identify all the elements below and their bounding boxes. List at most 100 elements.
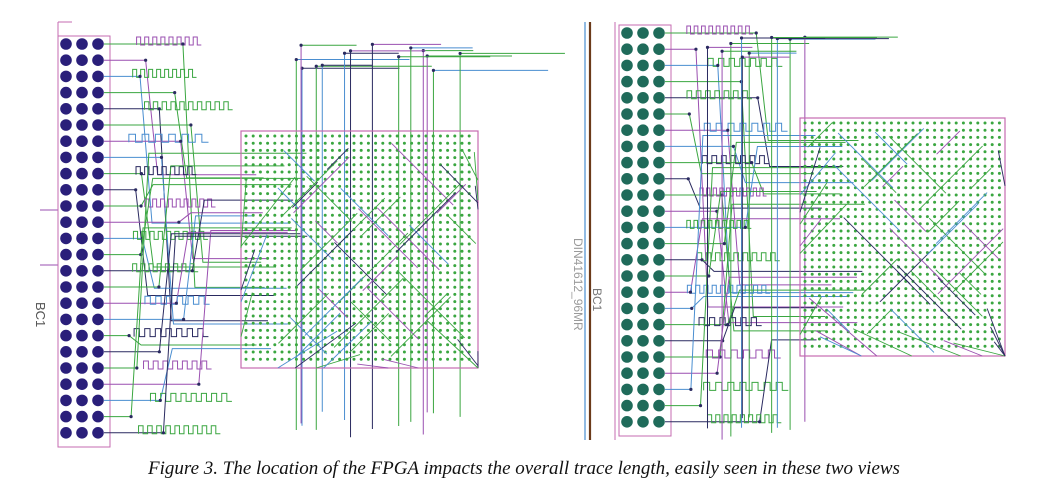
bga-ball <box>338 235 342 239</box>
bga-ball <box>395 292 399 296</box>
trace <box>665 307 817 342</box>
bga-ball <box>904 193 908 197</box>
bga-ball <box>861 179 865 183</box>
bga-ball <box>359 199 363 203</box>
bga-ball <box>410 300 414 304</box>
bga-ball <box>997 200 1001 204</box>
bga-ball <box>374 300 378 304</box>
bga-ball <box>374 343 378 347</box>
bga-ball <box>294 357 298 361</box>
bga-ball <box>388 264 392 268</box>
bga-ball <box>302 206 306 210</box>
bga-ball <box>825 200 829 204</box>
bga-ball <box>359 300 363 304</box>
bga-ball <box>323 206 327 210</box>
bga-ball <box>294 350 298 354</box>
bga-ball <box>338 134 342 138</box>
bga-ball <box>875 287 879 291</box>
bga-ball <box>280 285 284 289</box>
bga-ball <box>897 287 901 291</box>
connector-pin <box>60 362 72 374</box>
bga-ball <box>294 343 298 347</box>
bga-ball <box>374 271 378 275</box>
bga-ball <box>287 220 291 224</box>
bga-ball <box>882 200 886 204</box>
bga-ball <box>410 264 414 268</box>
bga-ball <box>338 170 342 174</box>
bga-ball <box>359 156 363 160</box>
bga-ball <box>446 256 450 260</box>
bga-ball <box>453 321 457 325</box>
bga-ball <box>244 242 248 246</box>
bga-ball <box>381 163 385 167</box>
bga-ball <box>861 272 865 276</box>
bga-ball <box>940 121 944 125</box>
fanout-trace <box>399 184 461 245</box>
bga-ball <box>925 222 929 226</box>
bga-ball <box>933 186 937 190</box>
bga-ball <box>302 256 306 260</box>
bga-ball <box>381 220 385 224</box>
bga-ball <box>258 321 262 325</box>
bga-ball <box>330 206 334 210</box>
right-part-number-label: DIN41612_96MR <box>571 238 585 331</box>
bga-ball <box>954 308 958 312</box>
bga-ball <box>832 128 836 132</box>
bga-ball <box>897 222 901 226</box>
trace <box>104 199 294 272</box>
bga-ball <box>446 271 450 275</box>
via <box>179 139 183 143</box>
bga-ball <box>861 287 865 291</box>
bga-ball <box>969 265 973 269</box>
bga-ball <box>374 314 378 318</box>
bga-ball <box>832 308 836 312</box>
bga-ball <box>309 278 313 282</box>
bga-ball <box>460 336 464 340</box>
bga-ball <box>810 301 814 305</box>
bga-ball <box>294 235 298 239</box>
bga-ball <box>273 148 277 152</box>
bga-ball <box>925 143 929 147</box>
bga-ball <box>997 236 1001 240</box>
bga-ball <box>925 164 929 168</box>
bga-ball <box>933 330 937 334</box>
connector-pin <box>653 124 665 136</box>
bga-ball <box>904 215 908 219</box>
bga-ball <box>918 308 922 312</box>
bga-ball <box>918 186 922 190</box>
bga-ball <box>882 323 886 327</box>
via <box>157 285 161 289</box>
bga-ball <box>882 287 886 291</box>
trace <box>665 135 816 390</box>
bga-ball <box>266 264 270 268</box>
bga-ball <box>381 134 385 138</box>
trace <box>665 81 825 317</box>
bga-ball <box>947 265 951 269</box>
bga-ball <box>832 236 836 240</box>
bga-ball <box>983 330 987 334</box>
connector-pin <box>92 86 104 99</box>
bga-ball <box>933 135 937 139</box>
bga-ball <box>897 215 901 219</box>
connector-pin <box>92 329 104 342</box>
bga-ball <box>825 315 829 319</box>
bga-ball <box>417 350 421 354</box>
bga-ball <box>388 285 392 289</box>
bga-ball <box>825 287 829 291</box>
bga-ball <box>983 179 987 183</box>
bga-ball <box>803 128 807 132</box>
bga-ball <box>825 186 829 190</box>
bga-ball <box>258 264 262 268</box>
bga-ball <box>258 141 262 145</box>
bga-ball <box>853 272 857 276</box>
bga-ball <box>832 330 836 334</box>
bga-ball <box>352 271 356 275</box>
bga-ball <box>338 343 342 347</box>
bga-ball <box>381 192 385 196</box>
bga-ball <box>244 206 248 210</box>
bga-ball <box>431 220 435 224</box>
bga-ball <box>366 242 370 246</box>
bga-ball <box>976 128 980 132</box>
bga-ball <box>417 256 421 260</box>
